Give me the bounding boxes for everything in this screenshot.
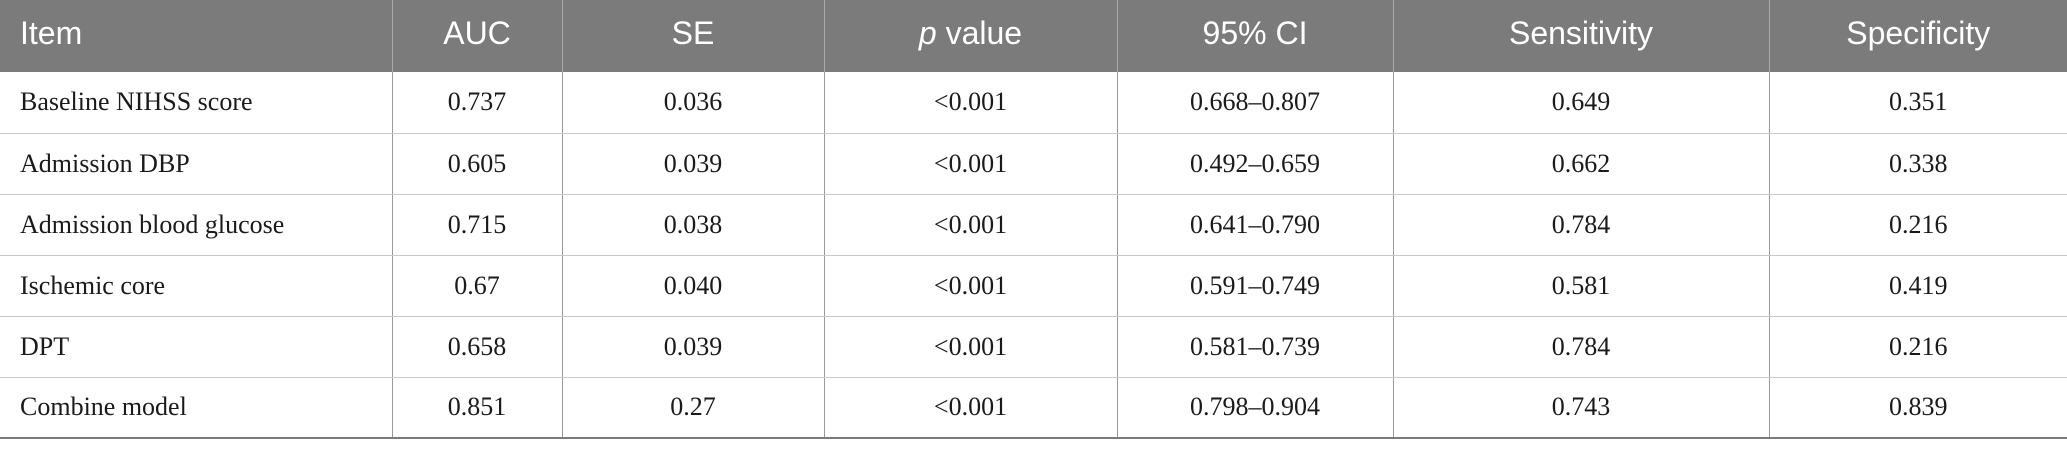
cell-p-value: <0.001 <box>824 316 1118 378</box>
cell-auc: 0.737 <box>392 72 563 134</box>
cell-specificity: 0.338 <box>1769 133 2067 195</box>
header-p-label: value <box>936 14 1023 51</box>
cell-sensitivity: 0.662 <box>1393 133 1770 195</box>
cell-auc: 0.658 <box>392 316 563 378</box>
header-ci: 95% CI <box>1117 0 1394 72</box>
cell-auc: 0.851 <box>392 377 563 439</box>
cell-p-value: <0.001 <box>824 133 1118 195</box>
header-se: SE <box>562 0 825 72</box>
table-row: Admission blood glucose 0.715 0.038 <0.0… <box>0 194 2067 256</box>
cell-sensitivity: 0.784 <box>1393 194 1770 256</box>
cell-sensitivity: 0.743 <box>1393 377 1770 439</box>
header-p-value: p value <box>824 0 1118 72</box>
cell-sensitivity: 0.649 <box>1393 72 1770 134</box>
table-row: DPT 0.658 0.039 <0.001 0.581–0.739 0.784… <box>0 316 2067 378</box>
results-table-container: Item AUC SE p value 95% CI Sensitivity S… <box>0 0 2067 439</box>
cell-specificity: 0.839 <box>1769 377 2067 439</box>
cell-se: 0.036 <box>562 72 825 134</box>
cell-ci: 0.581–0.739 <box>1117 316 1394 378</box>
cell-p-value: <0.001 <box>824 377 1118 439</box>
cell-specificity: 0.351 <box>1769 72 2067 134</box>
cell-se: 0.040 <box>562 255 825 317</box>
cell-se: 0.039 <box>562 316 825 378</box>
header-specificity: Specificity <box>1846 14 1991 51</box>
cell-item: Ischemic core <box>0 255 393 317</box>
cell-item: Admission blood glucose <box>0 194 393 256</box>
cell-specificity: 0.216 <box>1769 194 2067 256</box>
cell-ci: 0.641–0.790 <box>1117 194 1394 256</box>
cell-se: 0.038 <box>562 194 825 256</box>
header-p-symbol: p <box>918 14 937 51</box>
header-sensitivity: Sensitivity <box>1393 0 1770 72</box>
table-row: Admission DBP 0.605 0.039 <0.001 0.492–0… <box>0 133 2067 195</box>
cell-item: Combine model <box>0 377 393 439</box>
table-row: Ischemic core 0.67 0.040 <0.001 0.591–0.… <box>0 255 2067 317</box>
cell-p-value: <0.001 <box>824 72 1118 134</box>
cell-item: Baseline NIHSS score <box>0 72 393 134</box>
cell-item: Admission DBP <box>0 133 393 195</box>
cell-p-value: <0.001 <box>824 194 1118 256</box>
cell-ci: 0.668–0.807 <box>1117 72 1394 134</box>
cell-auc: 0.605 <box>392 133 563 195</box>
header-item: Item <box>0 0 393 72</box>
table-row: Baseline NIHSS score 0.737 0.036 <0.001 … <box>0 72 2067 134</box>
cell-se: 0.27 <box>562 377 825 439</box>
cell-ci: 0.798–0.904 <box>1117 377 1394 439</box>
roc-results-table: Item AUC SE p value 95% CI Sensitivity S… <box>0 0 2067 439</box>
cell-sensitivity: 0.581 <box>1393 255 1770 317</box>
cell-auc: 0.715 <box>392 194 563 256</box>
header-row: Item AUC SE p value 95% CI Sensitivity S… <box>0 0 2067 72</box>
table-header: Item AUC SE p value 95% CI Sensitivity S… <box>0 0 2067 72</box>
cell-p-value: <0.001 <box>824 255 1118 317</box>
cell-ci: 0.492–0.659 <box>1117 133 1394 195</box>
cell-specificity: 0.419 <box>1769 255 2067 317</box>
cell-item: DPT <box>0 316 393 378</box>
table-row: Combine model 0.851 0.27 <0.001 0.798–0.… <box>0 377 2067 439</box>
cell-ci: 0.591–0.749 <box>1117 255 1394 317</box>
cell-sensitivity: 0.784 <box>1393 316 1770 378</box>
cell-specificity: 0.216 <box>1769 316 2067 378</box>
header-auc: AUC <box>392 0 563 72</box>
cell-auc: 0.67 <box>392 255 563 317</box>
table-body: Baseline NIHSS score 0.737 0.036 <0.001 … <box>0 72 2067 439</box>
cell-se: 0.039 <box>562 133 825 195</box>
